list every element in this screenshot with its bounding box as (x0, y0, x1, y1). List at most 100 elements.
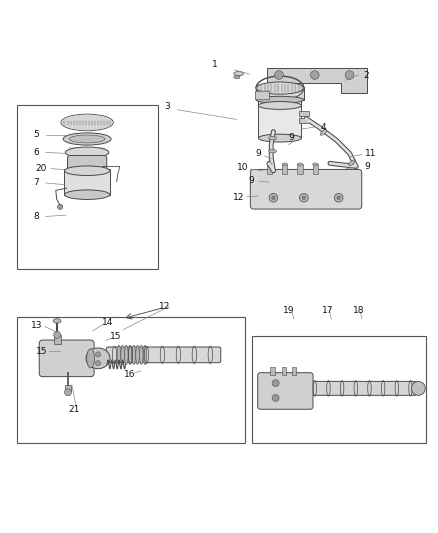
Ellipse shape (64, 190, 110, 199)
Bar (65, 385, 71, 391)
FancyBboxPatch shape (67, 156, 107, 173)
Ellipse shape (136, 345, 139, 365)
Circle shape (337, 196, 340, 199)
Ellipse shape (65, 147, 109, 158)
FancyBboxPatch shape (251, 169, 362, 209)
Ellipse shape (143, 345, 147, 365)
Bar (252, 336, 426, 443)
FancyBboxPatch shape (39, 340, 94, 377)
Ellipse shape (53, 319, 61, 323)
Bar (17, 106, 158, 269)
Bar (292, 367, 297, 375)
Bar (256, 87, 304, 100)
Ellipse shape (256, 96, 304, 103)
Circle shape (57, 204, 63, 209)
Ellipse shape (258, 102, 301, 109)
Text: 9: 9 (288, 133, 294, 142)
Bar (313, 164, 318, 174)
Ellipse shape (69, 135, 105, 143)
FancyBboxPatch shape (309, 382, 416, 395)
Circle shape (334, 193, 343, 202)
Ellipse shape (234, 76, 240, 79)
Bar (267, 164, 272, 174)
Bar (297, 164, 303, 174)
Polygon shape (267, 68, 367, 93)
FancyBboxPatch shape (106, 347, 221, 362)
Bar (282, 164, 287, 174)
Circle shape (311, 71, 319, 79)
Text: 1: 1 (212, 60, 218, 69)
Circle shape (269, 193, 278, 202)
Circle shape (275, 71, 283, 79)
FancyBboxPatch shape (258, 373, 313, 409)
Circle shape (64, 389, 71, 396)
Text: 10: 10 (237, 163, 249, 172)
Ellipse shape (268, 136, 276, 140)
Text: 21: 21 (69, 405, 80, 414)
Bar (299, 118, 309, 123)
Circle shape (95, 360, 101, 366)
Ellipse shape (256, 82, 304, 94)
Ellipse shape (132, 345, 136, 365)
Bar (64, 169, 110, 195)
Ellipse shape (87, 349, 95, 368)
Ellipse shape (128, 345, 132, 365)
Text: 7: 7 (33, 179, 39, 188)
Circle shape (345, 71, 354, 79)
Ellipse shape (297, 163, 303, 166)
Ellipse shape (63, 133, 111, 145)
Text: 3: 3 (164, 102, 170, 111)
Bar (17, 317, 245, 443)
Circle shape (411, 382, 425, 395)
Text: 15: 15 (110, 332, 121, 341)
Text: 18: 18 (353, 306, 364, 316)
Ellipse shape (267, 163, 272, 166)
Ellipse shape (121, 345, 124, 365)
Text: 13: 13 (32, 321, 43, 330)
Ellipse shape (125, 345, 128, 365)
Bar (270, 367, 275, 375)
Text: 19: 19 (283, 306, 294, 316)
Text: 14: 14 (102, 318, 114, 327)
Text: 5: 5 (33, 130, 39, 139)
Bar (69, 147, 106, 158)
Text: 8: 8 (33, 212, 39, 221)
Ellipse shape (61, 115, 113, 130)
Ellipse shape (320, 130, 327, 135)
Ellipse shape (268, 149, 276, 153)
Circle shape (272, 196, 275, 199)
Text: 9: 9 (249, 176, 254, 185)
Circle shape (302, 196, 306, 199)
Text: 15: 15 (35, 347, 47, 356)
Bar (282, 367, 286, 375)
FancyBboxPatch shape (255, 91, 269, 100)
Ellipse shape (64, 166, 110, 175)
Circle shape (300, 193, 308, 202)
Ellipse shape (61, 114, 113, 131)
Text: 16: 16 (124, 370, 135, 379)
Text: 9: 9 (255, 149, 261, 158)
Text: 6: 6 (33, 148, 39, 157)
Text: 2: 2 (363, 70, 369, 79)
Ellipse shape (234, 71, 244, 76)
Ellipse shape (140, 345, 143, 365)
Bar (258, 99, 301, 138)
Text: 20: 20 (36, 164, 47, 173)
Circle shape (272, 379, 279, 386)
Text: 4: 4 (321, 123, 326, 132)
Circle shape (272, 394, 279, 401)
Ellipse shape (258, 134, 301, 142)
Bar (53, 335, 60, 344)
Bar (299, 111, 309, 116)
Ellipse shape (86, 348, 110, 369)
Text: 12: 12 (159, 302, 170, 311)
Ellipse shape (349, 160, 355, 166)
Text: 9: 9 (364, 162, 370, 171)
Ellipse shape (313, 163, 318, 166)
Text: 11: 11 (365, 149, 376, 158)
Ellipse shape (117, 345, 120, 365)
Circle shape (95, 352, 101, 357)
Text: 17: 17 (322, 306, 334, 316)
Ellipse shape (282, 163, 287, 166)
Circle shape (53, 332, 60, 338)
